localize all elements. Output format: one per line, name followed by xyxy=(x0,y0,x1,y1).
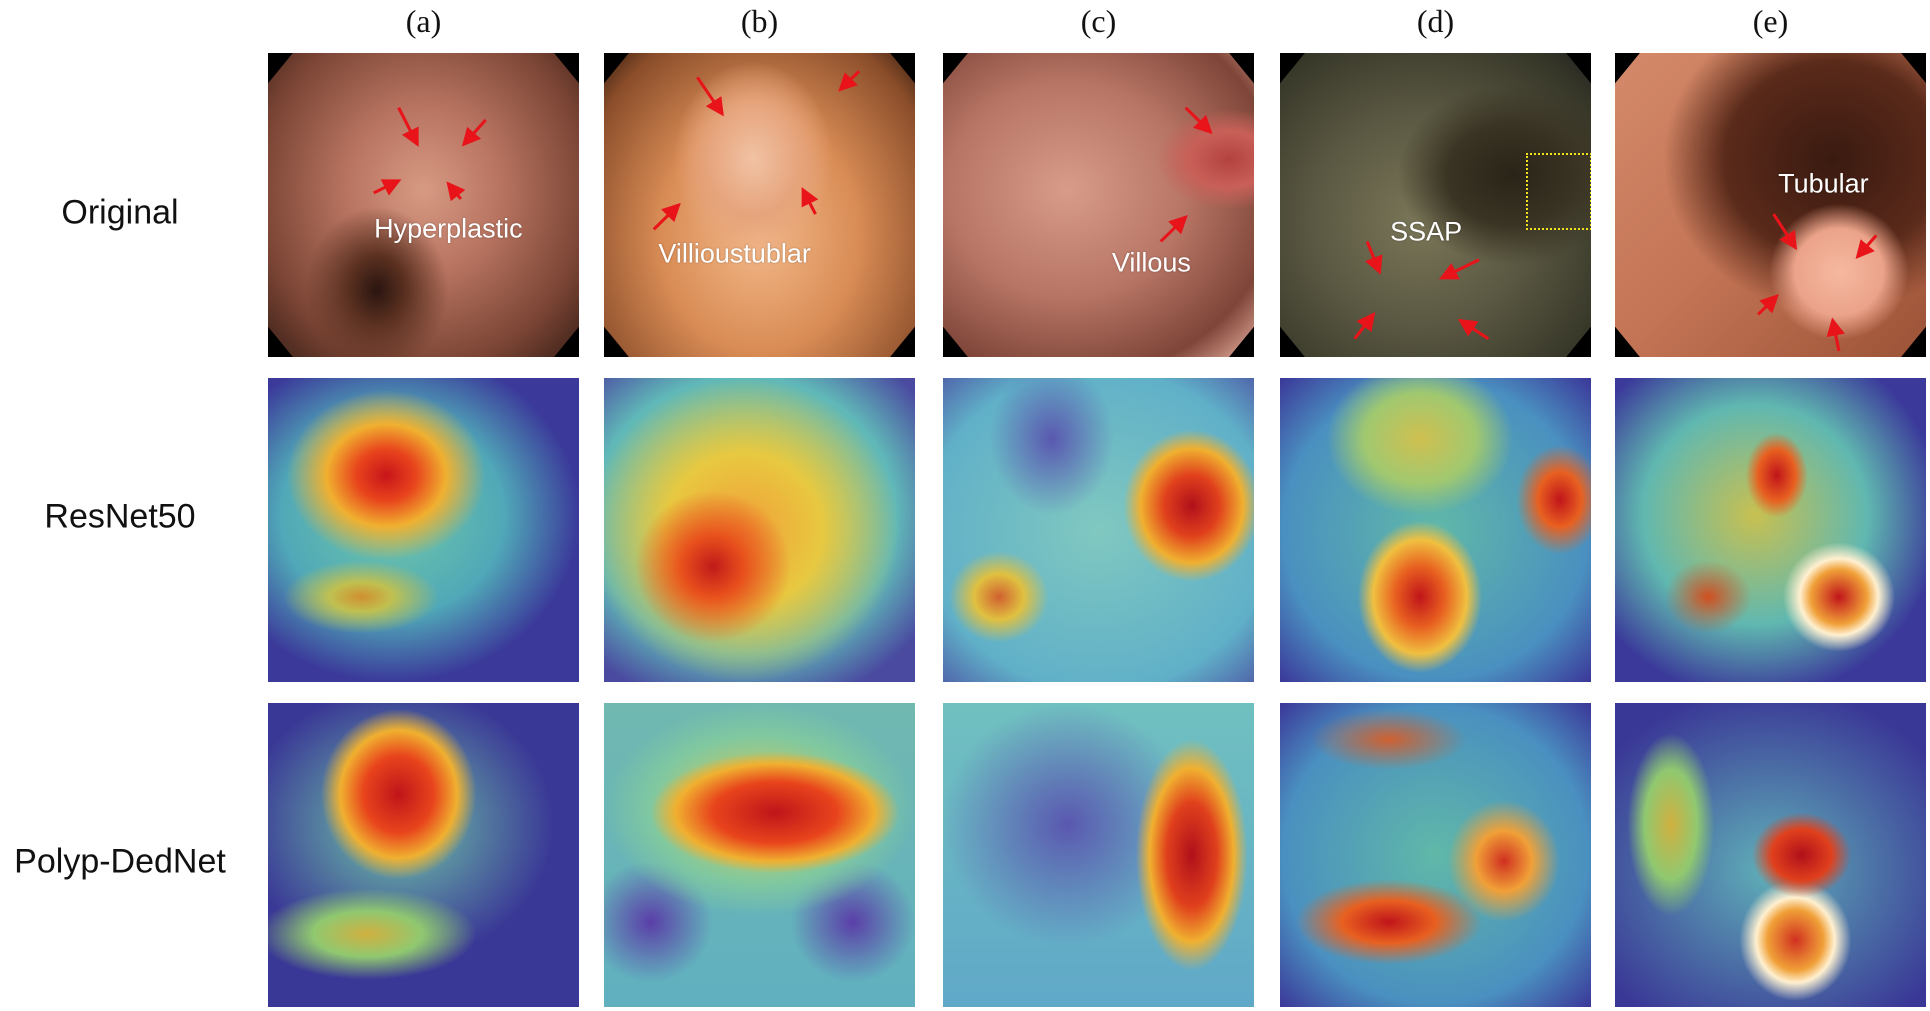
row-label-original: Original xyxy=(61,193,179,232)
column-header-e: (e) xyxy=(1752,3,1789,39)
original-image-a: Hyperplastic xyxy=(268,53,579,357)
original-image-b: Villioustublar xyxy=(604,53,915,357)
red-arrows xyxy=(1353,240,1490,341)
polyp-dednet-heatmap-c xyxy=(943,703,1254,1007)
original-image-e: Tubular xyxy=(1615,53,1926,357)
resnet50-heatmap-c xyxy=(943,378,1254,682)
polyp-dednet-heatmap-b xyxy=(604,703,915,1007)
column-header-d: (d) xyxy=(1416,3,1455,39)
roi-box xyxy=(1525,153,1591,231)
resnet50-heatmap-e xyxy=(1615,378,1926,682)
lesion-label: SSAP xyxy=(1390,216,1463,247)
red-arrows xyxy=(373,107,487,202)
column-header-c: (c) xyxy=(1080,3,1117,39)
row-label-resnet50: ResNet50 xyxy=(44,497,196,536)
polyp-dednet-heatmap-d xyxy=(1280,703,1591,1007)
lesion-label: Hyperplastic xyxy=(374,213,523,244)
resnet50-heatmap-d xyxy=(1280,378,1591,682)
resnet50-heatmap-a xyxy=(268,378,579,682)
polyp-dednet-heatmap-a xyxy=(268,703,579,1007)
row-label-polyp-dednet: Polyp-DedNet xyxy=(14,842,226,881)
red-arrows xyxy=(652,70,861,231)
resnet50-heatmap-b xyxy=(604,378,915,682)
lesion-label: Tubular xyxy=(1778,168,1869,199)
column-header-a: (a) xyxy=(405,3,442,39)
red-arrows xyxy=(1756,213,1878,352)
lesion-label: Villioustublar xyxy=(658,238,811,269)
red-arrows xyxy=(1159,106,1213,243)
lesion-label: Villous xyxy=(1111,247,1191,278)
column-header-b: (b) xyxy=(740,3,779,39)
polyp-dednet-heatmap-e xyxy=(1615,703,1926,1007)
original-image-d: SSAP xyxy=(1280,53,1591,357)
original-image-c: Villous xyxy=(943,53,1254,357)
